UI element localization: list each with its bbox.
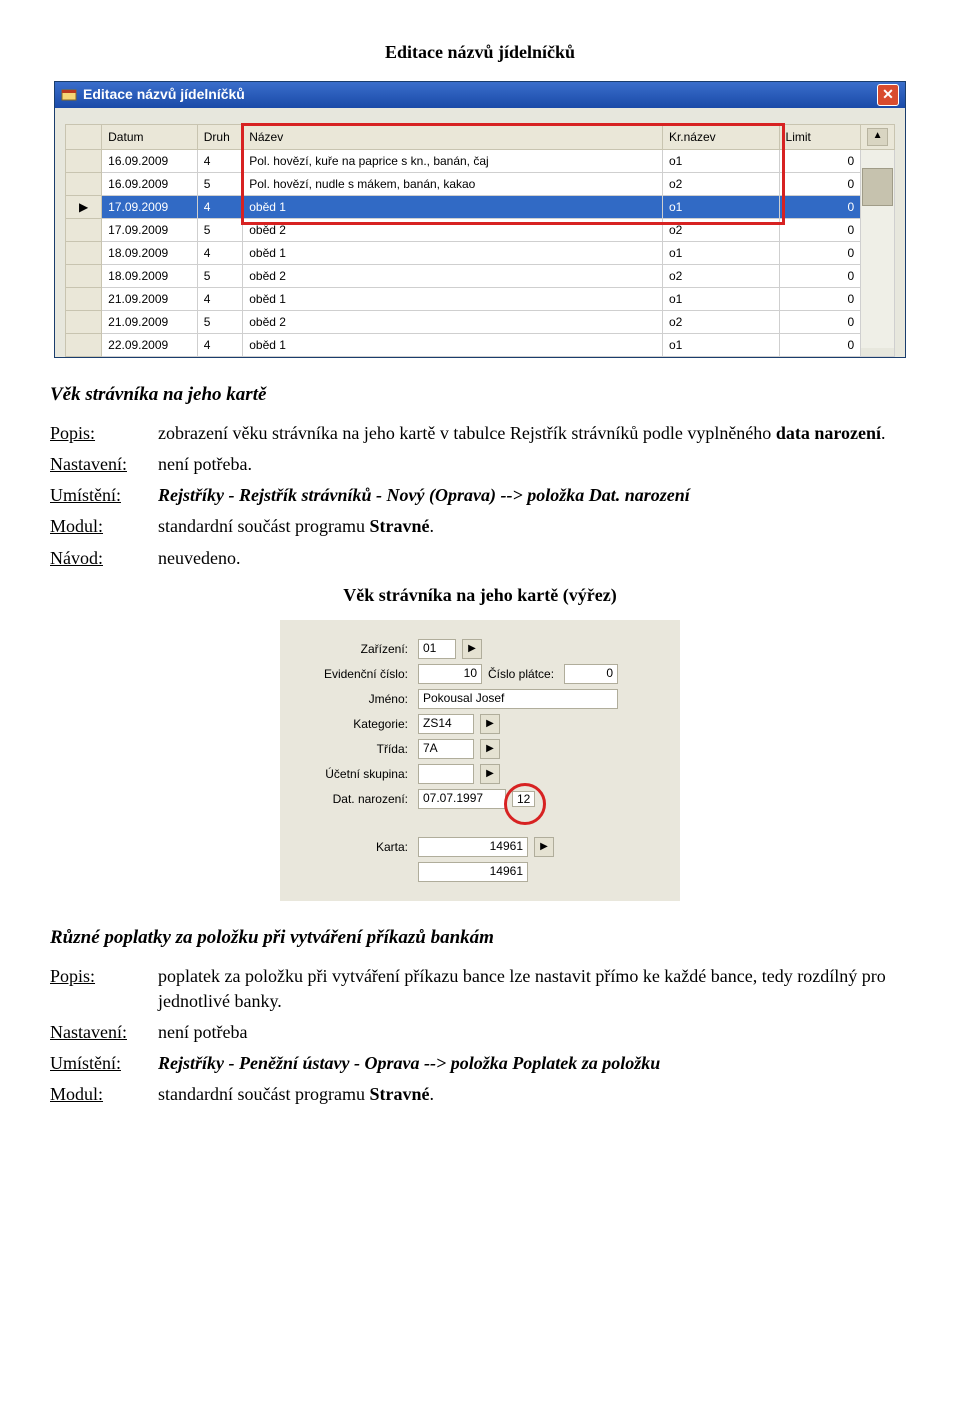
label-jmeno: Jméno bbox=[290, 691, 412, 708]
label-evcislo: Evidenční číslo bbox=[290, 666, 412, 683]
label-popis: Popis: bbox=[50, 421, 140, 446]
play-icon: ▶ bbox=[486, 767, 494, 781]
value-umisteni: Rejstříky - Peněžní ústavy - Oprava --> … bbox=[158, 1051, 910, 1076]
table-row[interactable]: 16.09.20094Pol. hovězí, kuře na paprice … bbox=[66, 150, 895, 173]
input-kategorie[interactable]: ZS14 bbox=[418, 714, 474, 734]
table-row[interactable]: 18.09.20094oběd 1o10 bbox=[66, 242, 895, 265]
label-umisteni: Umístění: bbox=[50, 1051, 140, 1076]
play-icon: ▶ bbox=[540, 840, 548, 854]
label-nastaveni: Nastavení: bbox=[50, 452, 140, 477]
section-title-1: Editace názvů jídelníčků bbox=[50, 40, 910, 65]
value-popis: poplatek za položku při vytváření příkaz… bbox=[158, 964, 910, 1014]
label-navod: Návod: bbox=[50, 546, 140, 571]
input-jmeno[interactable]: Pokousal Josef bbox=[418, 689, 618, 709]
play-icon: ▶ bbox=[486, 717, 494, 731]
input-zarizeni[interactable]: 01 bbox=[418, 639, 456, 659]
value-modul: standardní součást programu Stravné. bbox=[158, 1082, 910, 1107]
grid-header[interactable]: Datum bbox=[102, 125, 198, 150]
app-icon bbox=[61, 87, 77, 103]
window-titlebar: Editace názvů jídelníčků ✕ bbox=[55, 82, 905, 108]
label-umisteni: Umístění: bbox=[50, 483, 140, 508]
play-icon: ▶ bbox=[468, 642, 476, 656]
label-kategorie: Kategorie bbox=[290, 716, 412, 733]
grid-header[interactable] bbox=[66, 125, 102, 150]
table-row[interactable]: ▶17.09.20094oběd 1o10 bbox=[66, 196, 895, 219]
input-trida[interactable]: 7A bbox=[418, 739, 474, 759]
grid-header[interactable]: Limit bbox=[779, 125, 861, 150]
lookup-zarizeni-button[interactable]: ▶ bbox=[462, 639, 482, 659]
table-row[interactable]: 17.09.20095oběd 2o20 bbox=[66, 219, 895, 242]
table-row[interactable]: 22.09.20094oběd 1o10 bbox=[66, 334, 895, 357]
row-modul-2: Modul: standardní součást programu Strav… bbox=[50, 1082, 910, 1107]
input-datnar[interactable]: 07.07.1997 bbox=[418, 789, 506, 809]
window-title-text: Editace názvů jídelníčků bbox=[83, 85, 245, 105]
lookup-trida-button[interactable]: ▶ bbox=[480, 739, 500, 759]
value-popis: zobrazení věku strávníka na jeho kartě v… bbox=[158, 421, 910, 446]
row-popis-1: Popis: zobrazení věku strávníka na jeho … bbox=[50, 421, 910, 446]
label-modul: Modul: bbox=[50, 1082, 140, 1107]
label-cisloplatce: Číslo plátce bbox=[488, 666, 558, 683]
label-zarizeni: Zařízení bbox=[290, 641, 412, 658]
grid-header[interactable]: Druh bbox=[197, 125, 242, 150]
value-nastaveni: není potřeba bbox=[158, 1020, 910, 1045]
row-umisteni-1: Umístění: Rejstříky - Rejstřík strávníků… bbox=[50, 483, 910, 508]
value-nastaveni: není potřeba. bbox=[158, 452, 910, 477]
close-button[interactable]: ✕ bbox=[877, 84, 899, 106]
lookup-karta-button[interactable]: ▶ bbox=[534, 837, 554, 857]
output-age: 12 bbox=[512, 791, 535, 807]
section-title-2: Věk strávníka na jeho kartě bbox=[50, 382, 910, 409]
label-nastaveni: Nastavení: bbox=[50, 1020, 140, 1045]
value-navod: neuvedeno. bbox=[158, 546, 910, 571]
window-editace-nazvu: Editace názvů jídelníčků ✕ DatumDruhNáze… bbox=[54, 81, 906, 358]
input-karta[interactable]: 14961 bbox=[418, 837, 528, 857]
row-nastaveni-2: Nastavení: není potřeba bbox=[50, 1020, 910, 1045]
lookup-ucsk-button[interactable]: ▶ bbox=[480, 764, 500, 784]
value-modul: standardní součást programu Stravné. bbox=[158, 514, 910, 539]
value-umisteni: Rejstříky - Rejstřík strávníků - Nový (O… bbox=[158, 483, 910, 508]
label-trida: Třída bbox=[290, 741, 412, 758]
lookup-kategorie-button[interactable]: ▶ bbox=[480, 714, 500, 734]
label-modul: Modul: bbox=[50, 514, 140, 539]
play-icon: ▶ bbox=[486, 742, 494, 756]
row-modul-1: Modul: standardní součást programu Strav… bbox=[50, 514, 910, 539]
row-popis-2: Popis: poplatek za položku při vytváření… bbox=[50, 964, 910, 1014]
table-row[interactable]: 21.09.20094oběd 1o10 bbox=[66, 288, 895, 311]
grid-header[interactable]: ▲ bbox=[861, 125, 895, 150]
input-cisloplatce[interactable]: 0 bbox=[564, 664, 618, 684]
data-grid[interactable]: DatumDruhNázevKr.názevLimit▲ 16.09.20094… bbox=[65, 124, 895, 357]
input-ucsk[interactable] bbox=[418, 764, 474, 784]
form-stravnik-karta: Zařízení 01 ▶ Evidenční číslo 10 Číslo p… bbox=[280, 620, 680, 901]
row-umisteni-2: Umístění: Rejstříky - Peněžní ústavy - O… bbox=[50, 1051, 910, 1076]
section-title-3: Různé poplatky za položku při vytváření … bbox=[50, 925, 910, 952]
grid-header[interactable]: Kr.název bbox=[662, 125, 779, 150]
row-navod-1: Návod: neuvedeno. bbox=[50, 546, 910, 571]
figure-caption-2: Věk strávníka na jeho kartě (výřez) bbox=[50, 583, 910, 608]
row-nastaveni-1: Nastavení: není potřeba. bbox=[50, 452, 910, 477]
label-datnar: Dat. narození bbox=[290, 791, 412, 808]
table-row[interactable]: 16.09.20095Pol. hovězí, nudle s mákem, b… bbox=[66, 173, 895, 196]
close-icon: ✕ bbox=[882, 85, 894, 105]
label-ucsk: Účetní skupina bbox=[290, 766, 412, 783]
label-popis: Popis: bbox=[50, 964, 140, 1014]
table-row[interactable]: 21.09.20095oběd 2o20 bbox=[66, 311, 895, 334]
input-evcislo[interactable]: 10 bbox=[418, 664, 482, 684]
grid-header[interactable]: Název bbox=[243, 125, 663, 150]
label-karta: Karta bbox=[290, 839, 412, 856]
input-karta2[interactable]: 14961 bbox=[418, 862, 528, 882]
table-row[interactable]: 18.09.20095oběd 2o20 bbox=[66, 265, 895, 288]
